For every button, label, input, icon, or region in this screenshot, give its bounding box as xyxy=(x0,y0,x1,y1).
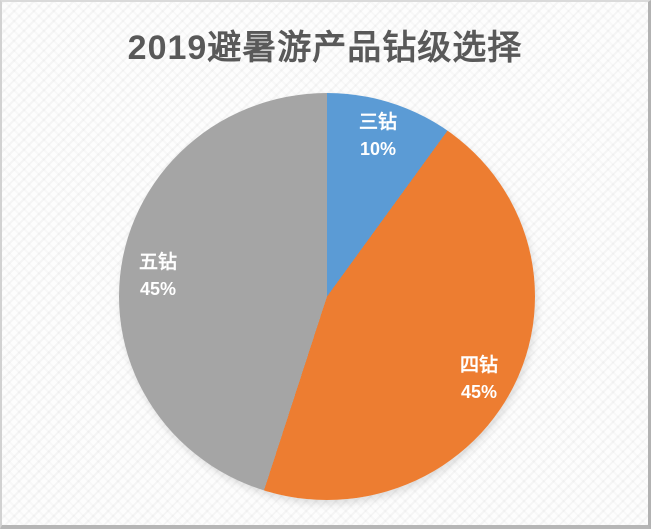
slice-percent-3diamond: 10% xyxy=(359,139,397,159)
chart-title: 2019避暑游产品钻级选择 xyxy=(127,29,523,67)
slice-label-5diamond: 五钻 45% xyxy=(116,250,200,302)
slice-label-4diamond: 四钻 45% xyxy=(437,353,521,405)
slice-percent-4diamond: 45% xyxy=(460,382,498,402)
pie-chart xyxy=(119,93,535,500)
slice-category-3diamond: 三钻 xyxy=(358,112,397,133)
slice-category-5diamond: 五钻 xyxy=(138,252,177,273)
slice-category-4diamond: 四钻 xyxy=(459,355,498,376)
slice-percent-5diamond: 45% xyxy=(139,279,177,299)
slice-label-3diamond: 三钻 10% xyxy=(336,110,420,162)
